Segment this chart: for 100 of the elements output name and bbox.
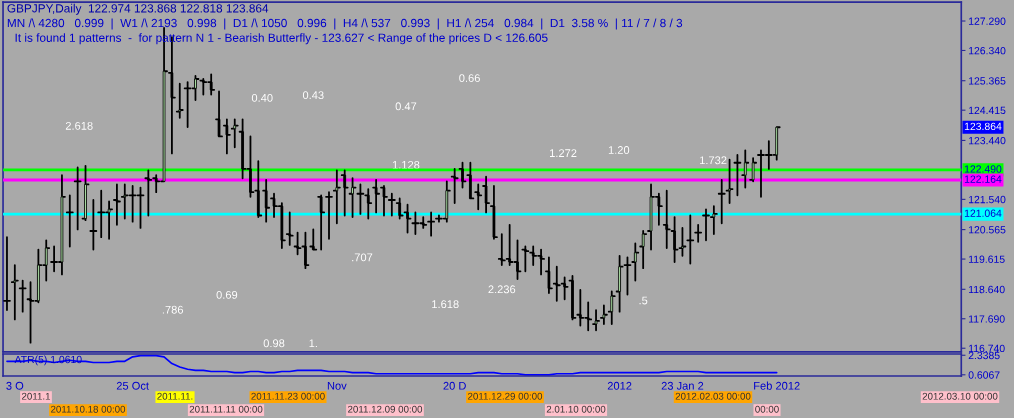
- y-tick-label: 0.6067: [968, 371, 1000, 379]
- y-tick-label: 119.615: [969, 255, 1005, 263]
- annotation: 0.98: [263, 339, 285, 348]
- candlestick: [65, 194, 74, 248]
- candlestick: [175, 82, 184, 119]
- candlestick: [450, 168, 459, 204]
- y-tick-label: 123.440: [969, 136, 1006, 145]
- x-tick-label: Feb 2012: [754, 381, 800, 390]
- candlestick: [348, 177, 357, 218]
- candlestick: [285, 211, 294, 246]
- y-tick-label: 2.3385: [968, 351, 1000, 360]
- candlestick: [568, 275, 577, 321]
- candlestick: [340, 169, 349, 217]
- candlestick: [702, 208, 710, 242]
- y-tick-label: 121.540: [969, 195, 1006, 204]
- candlestick: [309, 228, 318, 251]
- candlestick: [113, 183, 121, 226]
- chart-title: GBPJPY,Daily 122.974 123.868 122.818 123.864: [7, 3, 269, 15]
- text: MN /\ 4280 0.999 | W1 /\ 2193 0.998 | D1 /\ 1050 0.996 | H4 /\ 537 0.993 | H1 /\ 254 0.984 | D1 3.58 % | 11 / 7 / 8 / 3: [7, 18, 683, 30]
- text: 2.01.10 00:00: [546, 405, 606, 413]
- candlestick: [725, 158, 734, 204]
- candlestick: [293, 231, 302, 256]
- candlestick: [521, 245, 530, 273]
- y-tick-label: 126.340: [969, 46, 1006, 55]
- x-tick-label: 20 D: [443, 381, 466, 390]
- candlestick: [741, 149, 750, 189]
- text: 00:00: [755, 405, 779, 413]
- candlestick: [474, 183, 483, 211]
- annotation: 123.864: [964, 122, 1002, 131]
- candlestick: [623, 256, 632, 296]
- candlestick: [332, 169, 341, 225]
- annotation: 0.69: [216, 290, 238, 299]
- y-tick-label: 117.690: [969, 315, 1005, 323]
- candlestick: [18, 279, 27, 313]
- text: 2011.11.: [157, 392, 193, 400]
- candlestick: [497, 233, 506, 267]
- y-tick-label: 124.415: [969, 106, 1006, 115]
- ref-line-label: 122.490: [964, 165, 1002, 173]
- candlestick: [545, 256, 553, 294]
- candlestick: [670, 216, 679, 263]
- y-tick-label: 120.565: [969, 226, 1006, 234]
- annotation: 1.128: [392, 160, 420, 169]
- annotation: 1.732: [700, 156, 727, 165]
- x-tick-label: Nov: [327, 381, 347, 390]
- line-series: [6, 354, 778, 376]
- text: 2011.11.11 00:00: [189, 405, 263, 413]
- annotation: 2.618: [65, 121, 93, 130]
- text: 2012.02.03 00:00: [675, 392, 751, 400]
- text: 2012.03.10 00:00: [922, 392, 998, 400]
- candlestick: [631, 242, 640, 282]
- candlestick: [10, 264, 19, 321]
- candlestick: [230, 118, 239, 149]
- x-tick-label: 2012: [607, 381, 632, 390]
- annotation: 1.272: [550, 149, 577, 157]
- annotation: .707: [352, 253, 373, 262]
- candlestick: [215, 90, 223, 138]
- candlestick: [592, 309, 600, 332]
- text: 2011.1: [21, 392, 51, 400]
- candlestick: [733, 154, 742, 197]
- candlestick: [89, 199, 98, 251]
- candlestick: [607, 290, 616, 325]
- annotation: 0.40: [251, 93, 273, 102]
- candlestick: [144, 169, 153, 217]
- candlestick: [301, 231, 310, 270]
- candlestick: [387, 192, 396, 217]
- candlestick: [262, 178, 271, 223]
- candlestick: [403, 203, 412, 234]
- candlestick: [81, 164, 90, 222]
- annotation: 0.66: [459, 74, 480, 82]
- y-tick-label: 118.640: [969, 285, 1005, 294]
- annotation: 2.236: [488, 285, 516, 294]
- annotation: 1.: [309, 339, 317, 348]
- y-tick-label: 127.290: [969, 17, 1006, 25]
- ref-line-label: 121.064: [964, 209, 1002, 217]
- annotation: 1.20: [608, 146, 630, 154]
- candlestick: [317, 194, 326, 251]
- text: 2011.11.23 00:00: [251, 392, 325, 400]
- candlestick: [662, 189, 671, 249]
- candlestick: [709, 205, 718, 235]
- candlestick: [639, 230, 648, 270]
- x-tick-label: 23 Jan 2: [661, 381, 704, 390]
- text: 2011.10.18 00:00: [51, 405, 126, 413]
- x-tick-label: 3 O: [6, 381, 24, 390]
- candlestick: [73, 166, 82, 231]
- candlestick: [372, 178, 381, 214]
- x-tick-label: 25 Oct: [116, 381, 149, 390]
- text: 2011.12.29 00:00: [468, 392, 543, 400]
- ref-line-label: 122.164: [964, 175, 1002, 183]
- candlestick: [615, 254, 624, 313]
- candlestick: [749, 157, 758, 183]
- candlestick: [466, 161, 475, 200]
- candlestick: [427, 211, 435, 237]
- annotation: .5: [639, 296, 648, 305]
- annotation: 0.47: [395, 102, 417, 111]
- candlestick: [380, 185, 388, 217]
- candlestick: [3, 236, 11, 311]
- text: 2011.12.09 00:00: [348, 405, 423, 413]
- candlestick: [694, 223, 703, 243]
- candlestick: [325, 191, 333, 240]
- candlestick: [395, 197, 404, 220]
